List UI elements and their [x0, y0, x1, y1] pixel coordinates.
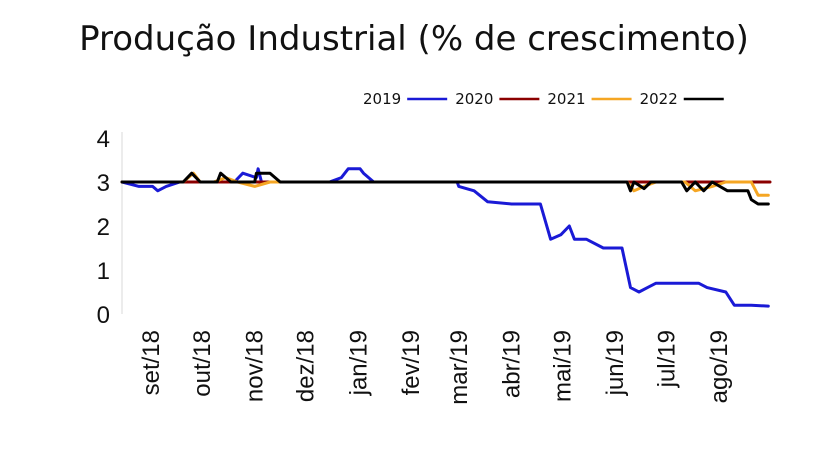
x-tick-label: ago/19	[706, 330, 733, 403]
series-line-2019	[120, 167, 770, 308]
legend-label: 2021	[547, 90, 585, 108]
x-tick-label: fev/19	[398, 330, 425, 395]
x-tick-label: abr/19	[498, 330, 525, 398]
chart-title: Produção Industrial (% de crescimento)	[79, 19, 749, 59]
x-tick-label: mai/19	[550, 330, 577, 402]
legend-label: 2022	[640, 90, 678, 108]
legend-label: 2019	[363, 90, 401, 108]
y-tick-label: 3	[97, 170, 110, 197]
x-tick-label: set/18	[138, 330, 165, 395]
series-group	[120, 167, 772, 308]
x-tick-label: jul/19	[653, 330, 680, 388]
y-tick-label: 0	[97, 302, 110, 329]
y-tick-label: 1	[97, 258, 110, 285]
x-tick-label: dez/18	[293, 330, 320, 402]
axes: 0 1 2 3 4 set/18 out/18 nov/18 dez/18 jan/19 fev/1…	[97, 126, 733, 405]
x-tick-label: nov/18	[242, 330, 269, 402]
x-tick-label: mar/19	[446, 330, 473, 405]
y-tick-label: 4	[97, 126, 110, 153]
y-tick-label: 2	[97, 214, 110, 241]
x-tick-label: out/18	[189, 330, 216, 397]
legend: 2019 2020 2021 2022	[363, 90, 724, 108]
x-tick-label: jan/19	[345, 330, 372, 396]
x-tick-label: jun/19	[602, 330, 629, 396]
legend-label: 2020	[455, 90, 493, 108]
series-line-2022	[120, 171, 770, 206]
